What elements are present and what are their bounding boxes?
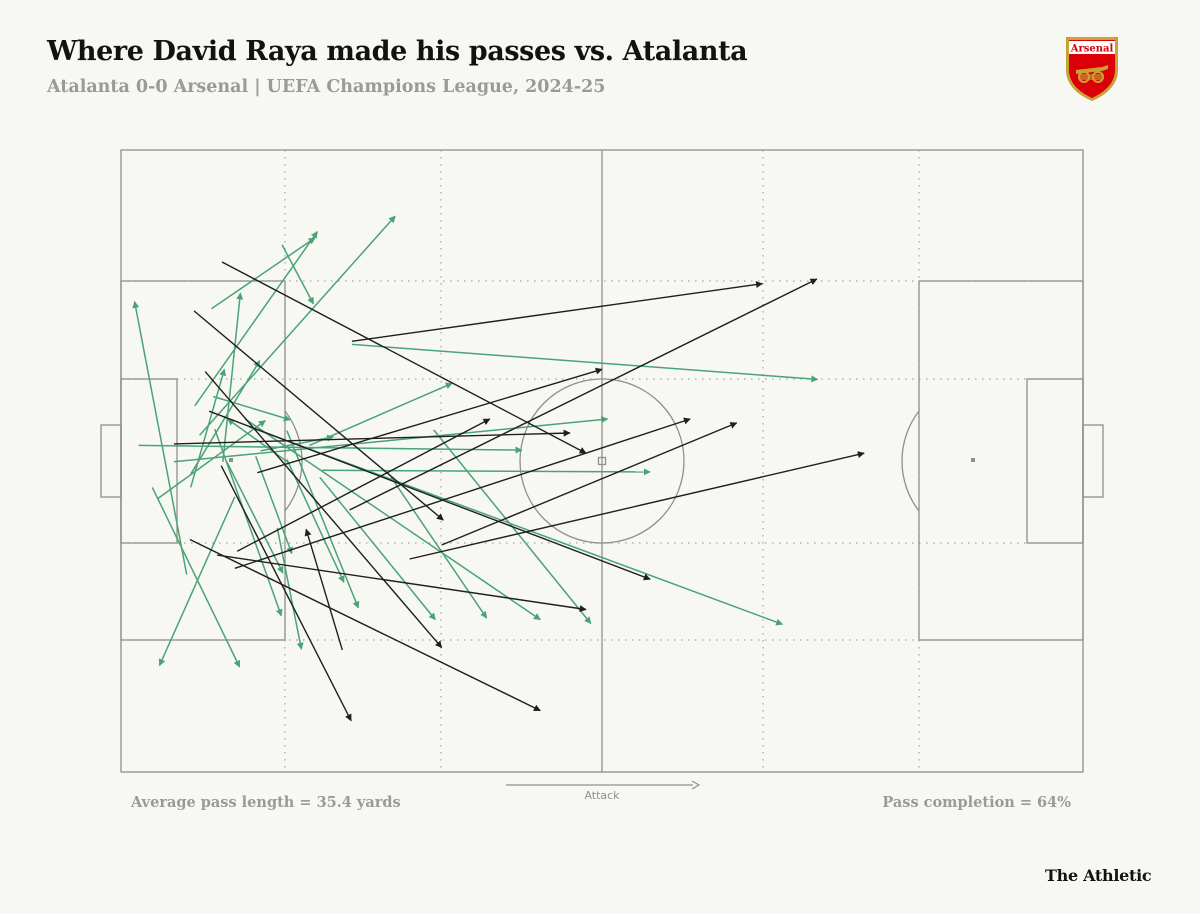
attack-direction-arrow [506,780,701,790]
arsenal-crest-icon: Arsenal [1066,37,1118,101]
pass-arrow-completed [309,382,453,447]
pass-arrow-incomplete [349,278,818,511]
pass-arrow-completed [226,461,284,574]
pass-arrow-completed [351,343,819,383]
pass-arrow-completed [390,476,488,619]
left-penalty-area [120,280,286,641]
pass-arrow-incomplete [220,465,352,722]
right-goal [1082,424,1104,498]
centre-circle [519,378,685,544]
crest-text: Arsenal [1070,44,1114,55]
right-penalty-spot [971,458,975,462]
chart-subtitle: Atalanta 0-0 Arsenal | UEFA Champions Le… [47,77,606,97]
left-penalty-arc [284,410,303,512]
pass-arrow-completed [158,496,236,667]
pass-arrow-completed [286,459,345,583]
pass-arrow-completed [244,418,541,621]
pass-arrow-completed [132,300,188,575]
pass-arrow-incomplete [304,528,343,651]
passes-layer [132,215,865,722]
pass-arrow-incomplete [221,261,587,454]
pass-arrow-incomplete [193,310,444,521]
brand-logo: The Athletic [1045,866,1152,885]
pass-arrow-completed [281,244,315,305]
pass-arrow-completed [151,487,241,668]
pass-arrow-completed [222,292,244,462]
pass-completion: Pass completion = 64% [882,794,1071,811]
centre-spot [597,456,607,466]
pass-arrow-completed [211,237,316,310]
pass-arrow-completed [322,468,651,476]
left-six-yard-box [120,378,178,544]
left-penalty-spot [229,458,233,462]
pass-arrow-completed [138,444,523,454]
pass-arrow-completed [194,231,319,407]
pass-arrow-completed [214,428,283,617]
pass-arrow-incomplete [208,410,651,581]
pass-arrow-incomplete [236,418,491,552]
pass-arrow-completed [319,476,436,621]
attack-label: Attack [584,789,620,802]
grid-lines [121,150,1083,772]
left-goal [100,424,122,498]
pass-arrow-incomplete [217,554,587,613]
pitch-markings [100,149,1104,773]
pass-arrow-completed [156,419,266,500]
right-six-yard-box [1026,378,1084,544]
average-pass-length: Average pass length = 35.4 yards [131,794,401,811]
right-penalty-arc [901,410,920,512]
right-penalty-area [918,280,1084,641]
pass-arrow-incomplete [257,367,603,474]
pass-arrow-completed [189,368,227,488]
pass-arrow-incomplete [189,538,541,712]
pass-arrow-completed [254,456,293,555]
chart-title: Where David Raya made his passes vs. Ata… [47,36,748,67]
pass-arrow-incomplete [441,422,738,546]
pass-arrow-completed [199,215,396,436]
pass-arrow-incomplete [409,451,865,560]
pass-arrow-completed [212,395,291,422]
pass-arrow-incomplete [204,371,443,649]
pass-arrow-incomplete [351,281,763,342]
